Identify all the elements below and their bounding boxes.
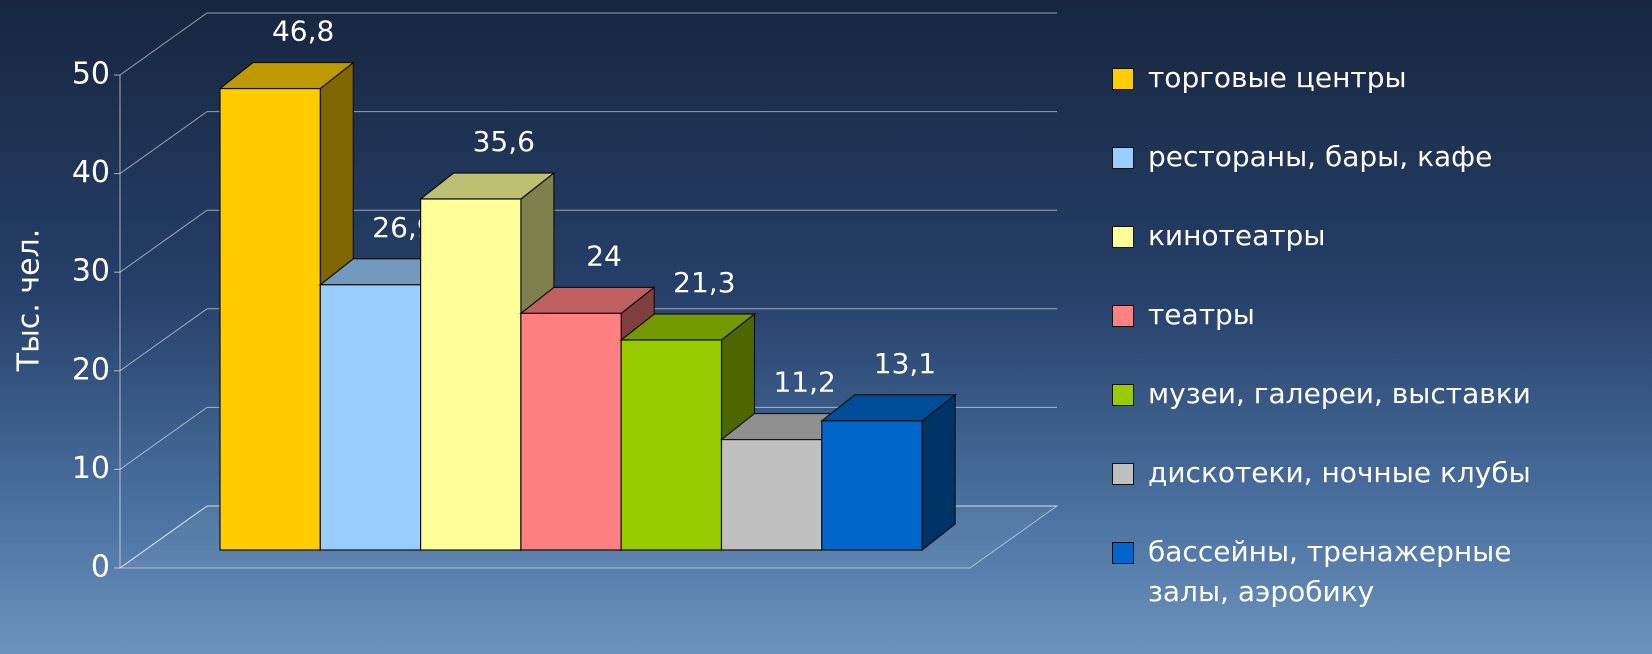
- legend-label: кинотеатры: [1148, 219, 1326, 252]
- grid-line: [119, 308, 208, 372]
- legend-item: торговые центры: [1112, 58, 1647, 137]
- y-tick-label: 40: [72, 155, 110, 190]
- data-label: 21,3: [673, 266, 735, 299]
- grid-line: [119, 406, 208, 470]
- grid-line: [119, 505, 208, 569]
- bar: [820, 393, 957, 552]
- bar-front: [720, 438, 823, 551]
- y-tick-label: 0: [91, 550, 110, 585]
- legend-item: бассейны, тренажерные залы, аэробику: [1112, 532, 1647, 611]
- bar-front: [620, 339, 723, 551]
- data-label: 35,6: [473, 125, 535, 158]
- bar-front: [219, 87, 321, 551]
- legend-swatch: [1112, 384, 1134, 406]
- legend-swatch: [1112, 463, 1134, 485]
- legend-item: музеи, галереи, выставки: [1112, 374, 1647, 453]
- y-tick-label: 10: [72, 451, 110, 486]
- legend-label: музеи, галереи, выставки: [1148, 377, 1531, 410]
- legend-swatch: [1112, 542, 1134, 564]
- data-label: 46,8: [272, 15, 334, 48]
- grid-line: [119, 12, 208, 76]
- legend-label: театры: [1148, 298, 1255, 331]
- legend-swatch: [1112, 305, 1134, 327]
- bar-front: [821, 420, 923, 551]
- legend-swatch: [1112, 68, 1134, 90]
- y-axis-title: Тыс. чел.: [12, 229, 47, 372]
- legend-item: театры: [1112, 295, 1647, 374]
- data-label: 24: [586, 239, 622, 272]
- legend-swatch: [1112, 226, 1134, 248]
- legend-label: рестораны, бары, кафе: [1148, 140, 1493, 173]
- y-tick-label: 20: [72, 352, 110, 387]
- legend-label: торговые центры: [1148, 61, 1407, 94]
- legend-label: дискотеки, ночные клубы: [1148, 456, 1531, 489]
- bar-side: [921, 393, 956, 552]
- data-label: 11,2: [773, 366, 835, 399]
- legend-swatch: [1112, 147, 1134, 169]
- legend-item: рестораны, бары, кафе: [1112, 137, 1647, 216]
- grid-line: [119, 111, 208, 175]
- bar-front: [520, 312, 622, 551]
- legend: торговые центры рестораны, бары, кафе кино…: [1112, 58, 1647, 611]
- legend-label: бассейны, тренажерные залы, аэробику: [1148, 535, 1512, 608]
- bar-front: [420, 198, 522, 551]
- legend-item: дискотеки, ночные клубы: [1112, 453, 1647, 532]
- legend-item: кинотеатры: [1112, 216, 1647, 295]
- y-tick-label: 50: [72, 57, 110, 92]
- grid-line: [119, 209, 208, 273]
- y-tick-label: 30: [72, 254, 110, 289]
- data-label: 13,1: [874, 347, 936, 380]
- bar-front: [319, 284, 422, 551]
